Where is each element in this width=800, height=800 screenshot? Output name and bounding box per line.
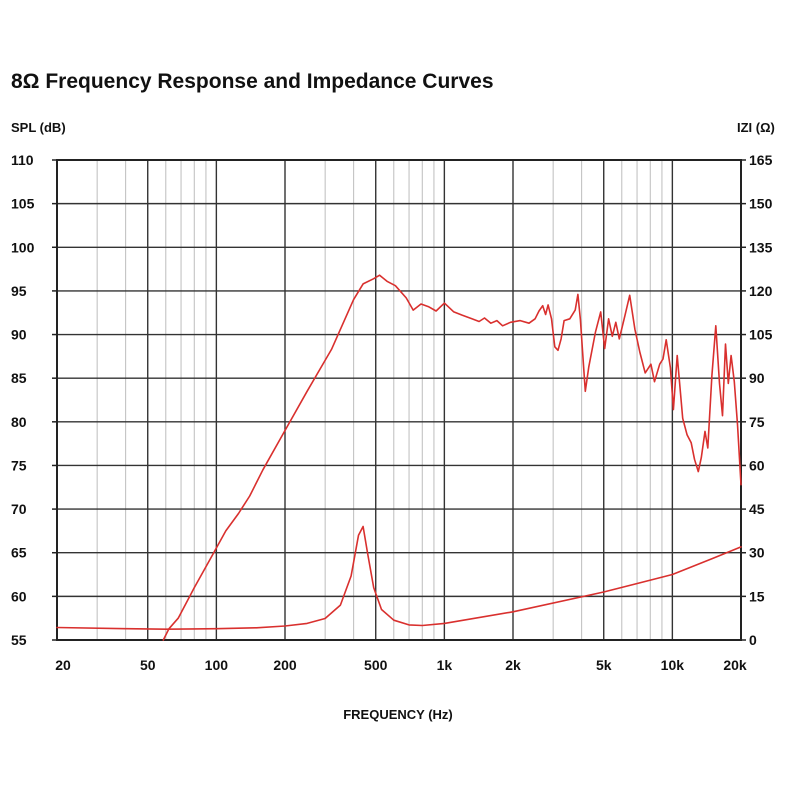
x-tick-label: 5k (596, 657, 612, 673)
right-axis-label: IZI (Ω) (737, 120, 775, 135)
left-tick-label: 100 (11, 239, 35, 255)
left-tick-label: 90 (11, 327, 27, 343)
left-tick-label: 70 (11, 501, 27, 517)
right-tick-label: 105 (749, 327, 773, 343)
x-tick-label: 500 (364, 657, 388, 673)
spl-curve (162, 274, 742, 641)
left-tick-label: 110 (11, 152, 34, 168)
right-tick-label: 0 (749, 632, 757, 648)
left-tick-label: 80 (11, 414, 27, 430)
x-tick-label: 20k (723, 657, 747, 673)
x-tick-label: 20 (55, 657, 71, 673)
right-tick-label: 165 (749, 152, 773, 168)
x-tick-label: 50 (140, 657, 156, 673)
x-axis-label: FREQUENCY (Hz) (343, 707, 453, 722)
left-tick-label: 75 (11, 457, 27, 473)
right-tick-label: 30 (749, 545, 765, 561)
chart-title: 8Ω Frequency Response and Impedance Curv… (11, 70, 494, 93)
plot-frame (56, 159, 742, 641)
left-tick-label: 85 (11, 370, 27, 386)
left-axis-label: SPL (dB) (11, 120, 66, 135)
right-tick-label: 75 (749, 414, 765, 430)
right-tick-label: 90 (749, 370, 765, 386)
right-tick-label: 15 (749, 588, 765, 604)
right-tick-label: 60 (749, 457, 765, 473)
impedance-curve (56, 525, 742, 631)
x-tick-label: 1k (437, 657, 453, 673)
x-tick-label: 100 (205, 657, 229, 673)
right-tick-label: 135 (749, 239, 773, 255)
x-tick-label: 200 (273, 657, 297, 673)
left-tick-label: 105 (11, 196, 35, 212)
left-tick-label: 55 (11, 632, 27, 648)
x-tick-label: 10k (661, 657, 685, 673)
x-tick-label: 2k (505, 657, 521, 673)
left-tick-label: 95 (11, 283, 27, 299)
left-tick-label: 60 (11, 588, 27, 604)
right-tick-label: 150 (749, 196, 773, 212)
left-tick-label: 65 (11, 545, 27, 561)
right-tick-label: 45 (749, 501, 765, 517)
right-tick-label: 120 (749, 283, 773, 299)
